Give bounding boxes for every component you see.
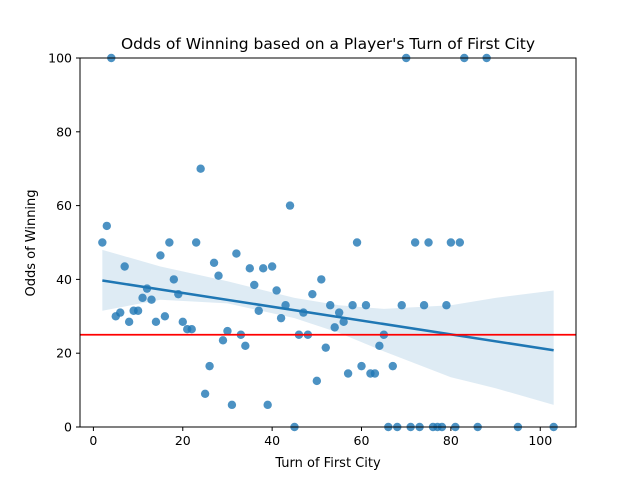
data-point [339, 317, 348, 327]
data-point [120, 262, 129, 271]
data-point [285, 201, 295, 210]
line-layer [80, 279, 576, 352]
data-point [218, 336, 228, 345]
data-point [312, 376, 322, 386]
data-point [124, 317, 134, 327]
data-point [214, 271, 223, 280]
confidence-band [102, 249, 554, 405]
data-point [254, 306, 263, 315]
data-point [200, 389, 210, 398]
y-axis: 0 20 40 60 80 100 [48, 51, 80, 435]
data-point [98, 238, 107, 247]
data-point [442, 301, 451, 310]
data-point [397, 301, 406, 310]
data-point [446, 238, 456, 247]
data-point [165, 238, 174, 247]
data-point [156, 251, 165, 260]
data-point [151, 317, 161, 327]
data-point [334, 308, 344, 317]
data-point [227, 400, 237, 410]
x-tick-label: 60 [354, 433, 370, 448]
y-tick-label: 40 [56, 272, 72, 287]
data-point [370, 369, 380, 378]
y-axis-label: Odds of Winning [24, 189, 39, 296]
data-point [116, 308, 125, 317]
data-point [330, 323, 339, 332]
data-point [259, 264, 268, 273]
data-point [308, 289, 317, 299]
plot-area [79, 53, 577, 432]
data-point [232, 249, 241, 258]
regression-line [102, 279, 554, 352]
confidence-band-layer [102, 249, 554, 405]
data-point [455, 238, 465, 247]
y-tick-label: 0 [64, 420, 72, 435]
data-point [241, 341, 250, 351]
data-point [357, 361, 366, 371]
data-point [205, 361, 214, 371]
x-tick-label: 40 [264, 433, 280, 448]
data-point [133, 306, 143, 315]
y-tick-label: 80 [56, 124, 72, 139]
data-point [267, 262, 277, 271]
data-point [138, 293, 147, 303]
data-point [375, 341, 384, 351]
data-point [250, 280, 259, 290]
data-point [352, 238, 362, 247]
y-tick-label: 60 [56, 198, 72, 213]
data-point [419, 301, 429, 310]
data-point [160, 312, 170, 321]
data-point [191, 238, 201, 247]
data-point [245, 264, 254, 273]
data-point [209, 258, 219, 267]
x-axis: 0 20 40 60 80 100 [89, 427, 552, 448]
data-point [410, 238, 420, 247]
y-tick-label: 20 [56, 346, 72, 361]
data-point [263, 400, 272, 410]
data-point [326, 301, 335, 310]
data-point [178, 317, 187, 327]
data-point [361, 301, 371, 310]
chart-title: Odds of Winning based on a Player's Turn… [121, 35, 535, 53]
data-point [276, 313, 286, 323]
data-point [196, 164, 205, 173]
x-tick-label: 80 [443, 433, 459, 448]
data-point [424, 238, 433, 247]
plot-frame [79, 57, 577, 428]
x-tick-label: 100 [528, 433, 552, 448]
data-point [317, 275, 326, 284]
x-tick-label: 20 [175, 433, 191, 448]
x-axis-label: Turn of First City [274, 456, 381, 471]
y-tick-label: 100 [48, 51, 72, 66]
data-point [272, 286, 281, 295]
data-point [388, 361, 397, 371]
data-point [147, 295, 156, 304]
data-point [343, 369, 353, 378]
x-tick-label: 0 [89, 433, 97, 448]
data-point [321, 343, 330, 352]
data-point [187, 325, 196, 334]
data-point [348, 301, 357, 310]
data-point [102, 221, 112, 231]
data-point [169, 275, 179, 284]
data-point [223, 326, 232, 336]
